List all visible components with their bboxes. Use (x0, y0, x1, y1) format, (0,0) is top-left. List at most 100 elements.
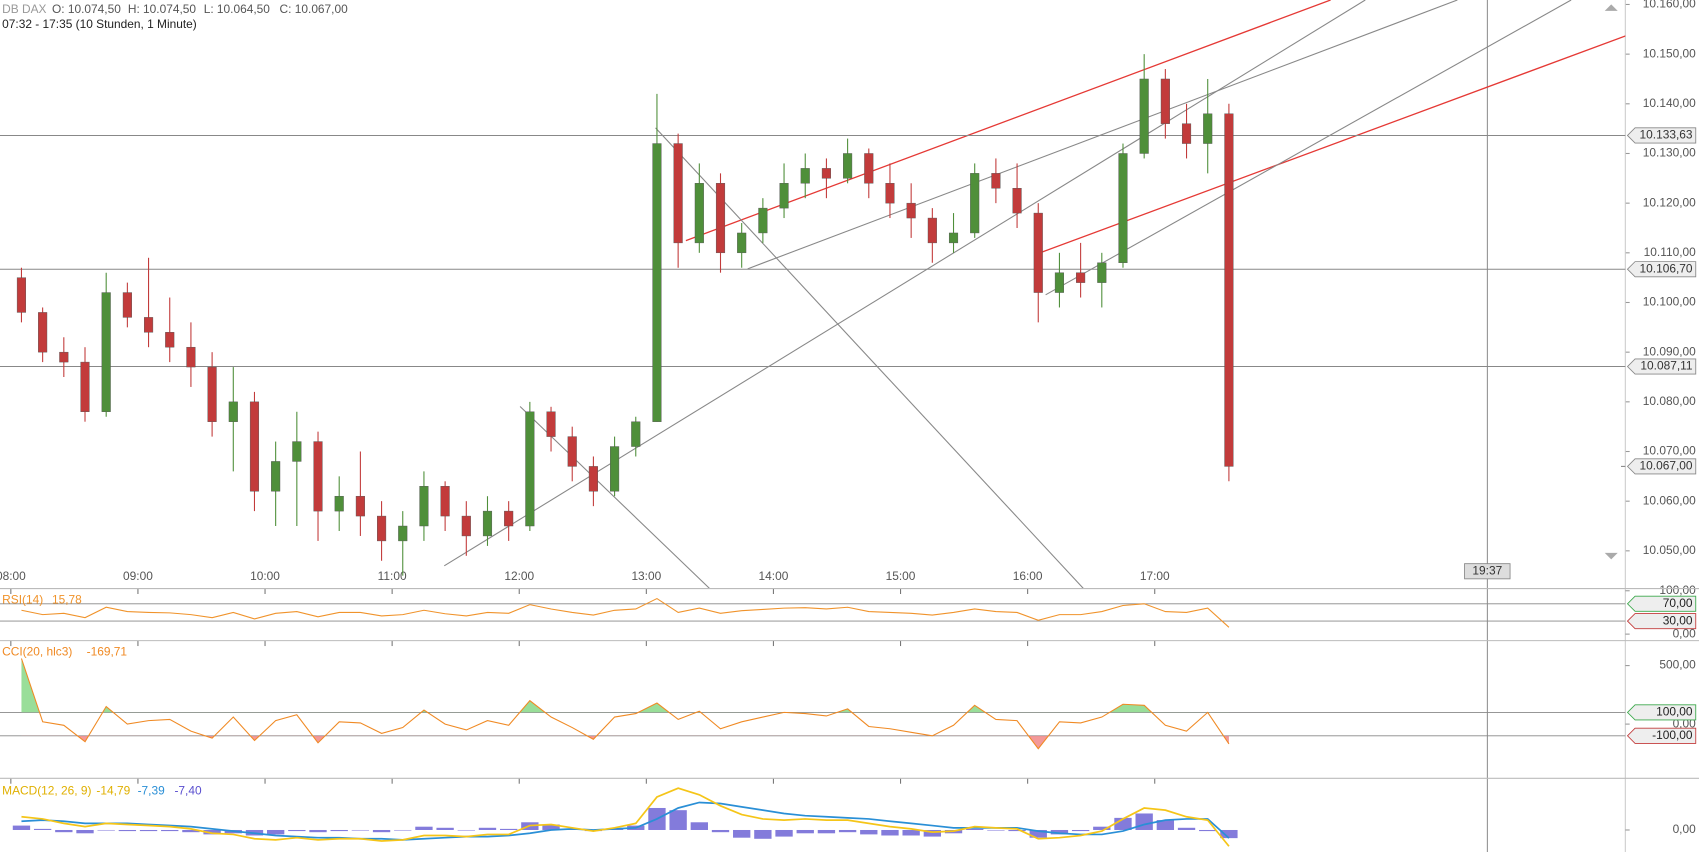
y-tick-label: 0,00 (1673, 626, 1697, 640)
candle-body (1181, 123, 1192, 144)
candle-body (525, 411, 535, 527)
candle-body (1076, 272, 1086, 283)
y-tick-label: 10.080,00 (1643, 394, 1696, 408)
x-tick-label: 11:00 (378, 569, 407, 583)
candle-body (694, 183, 704, 244)
histogram-bar (139, 829, 158, 832)
candle-body (1203, 113, 1213, 144)
x-tick-label: 17:00 (1140, 569, 1170, 583)
y-tick-label: 0,00 (1673, 822, 1697, 836)
rsi-name: RSI(14) (2, 593, 43, 607)
candle-body (377, 515, 387, 542)
signal-line (21, 801, 1230, 841)
histogram-bar (669, 810, 687, 830)
candle-body (588, 466, 598, 492)
candle-body (546, 411, 556, 437)
histogram-value: -7,40 (174, 783, 202, 797)
level-label: 10.087,11 (1640, 359, 1692, 373)
y-tick-label: 10.120,00 (1643, 195, 1696, 209)
candle-body (1139, 78, 1149, 154)
candle-body (80, 361, 90, 412)
histogram-bar (33, 828, 52, 830)
histogram-bar (733, 829, 751, 838)
y-tick-label: 100,00 (1659, 583, 1696, 597)
level-label: 70,00 (1663, 596, 1693, 610)
histogram-bar (754, 829, 772, 839)
histogram-bar (330, 829, 348, 832)
candle-body (419, 486, 429, 527)
level-label-box (1626, 727, 1697, 744)
candle-body (271, 461, 281, 492)
x-tick-label: 12:00 (504, 569, 534, 583)
histogram-bar (1199, 829, 1217, 832)
level-label: 30,00 (1663, 613, 1693, 627)
level-label-box (1626, 358, 1697, 375)
y-tick-label: 10.050,00 (1643, 543, 1696, 557)
histogram-bar (372, 829, 391, 833)
candle-body (165, 332, 175, 348)
histogram-bar (1220, 829, 1238, 839)
level-label-box (1626, 704, 1697, 721)
histogram-bar (1050, 829, 1069, 835)
candle-body (59, 351, 69, 363)
histogram-bar (1135, 813, 1153, 830)
histogram-bar (478, 827, 497, 830)
level-label: 10.133,63 (1640, 128, 1693, 142)
histogram-bar (394, 829, 412, 831)
candle-body (144, 317, 154, 333)
candle-body (843, 153, 853, 179)
histogram-bar (118, 829, 137, 832)
histogram-bar (351, 829, 370, 831)
histogram-bar (966, 828, 984, 830)
histogram-bar (838, 829, 857, 833)
subtitle: 07:32 - 17:35 (10 Stunden, 1 Minute) (2, 17, 197, 31)
y-tick-label: 10.070,00 (1643, 444, 1696, 458)
x-tick-label: 08:00 (0, 569, 26, 583)
histogram-bar (690, 822, 708, 830)
candle-body (1054, 272, 1064, 293)
trend-line (1045, 0, 1572, 296)
scroll-down-icon[interactable] (1604, 552, 1618, 560)
candle-body (758, 207, 768, 234)
histogram-bar (1093, 826, 1111, 830)
candle-body (355, 495, 365, 517)
trend-line (685, 0, 1331, 242)
histogram-bar (902, 829, 920, 836)
histogram-bar (775, 829, 793, 837)
candle-body (313, 441, 323, 512)
candle-body (1097, 262, 1107, 283)
histogram-bar (987, 829, 1005, 831)
histogram-bar (203, 829, 221, 835)
candle-body (1118, 153, 1128, 263)
symbol: DB DAX (2, 2, 46, 16)
candle-body (461, 515, 471, 537)
cci-line (20, 658, 1230, 750)
y-tick-label: 10.140,00 (1643, 96, 1696, 110)
grid (0, 0, 1630, 852)
x-tick-label: 09:00 (123, 569, 153, 583)
histogram-bar (817, 829, 836, 834)
candle-body (991, 173, 1001, 189)
histogram-bar (457, 829, 475, 831)
candle-body (1012, 188, 1022, 214)
ohlc-label: O: 10.074,50 (52, 2, 121, 16)
histogram-bar (1008, 829, 1026, 832)
rsi-line (21, 597, 1230, 628)
scroll-up-icon[interactable] (1604, 4, 1618, 11)
y-tick-label: 10.060,00 (1643, 493, 1696, 507)
histogram-bar (182, 829, 200, 833)
level-label-box (1626, 458, 1697, 475)
histogram-bar (266, 829, 285, 835)
candle-body (715, 183, 726, 254)
trend-line (747, 0, 1458, 270)
histogram-bar (881, 829, 899, 836)
histogram-bar (12, 825, 31, 830)
y-tick-label: 10.160,00 (1643, 0, 1696, 11)
candle-body (800, 168, 810, 184)
trend-line (1034, 35, 1626, 256)
y-tick-label: 10.090,00 (1643, 344, 1696, 358)
